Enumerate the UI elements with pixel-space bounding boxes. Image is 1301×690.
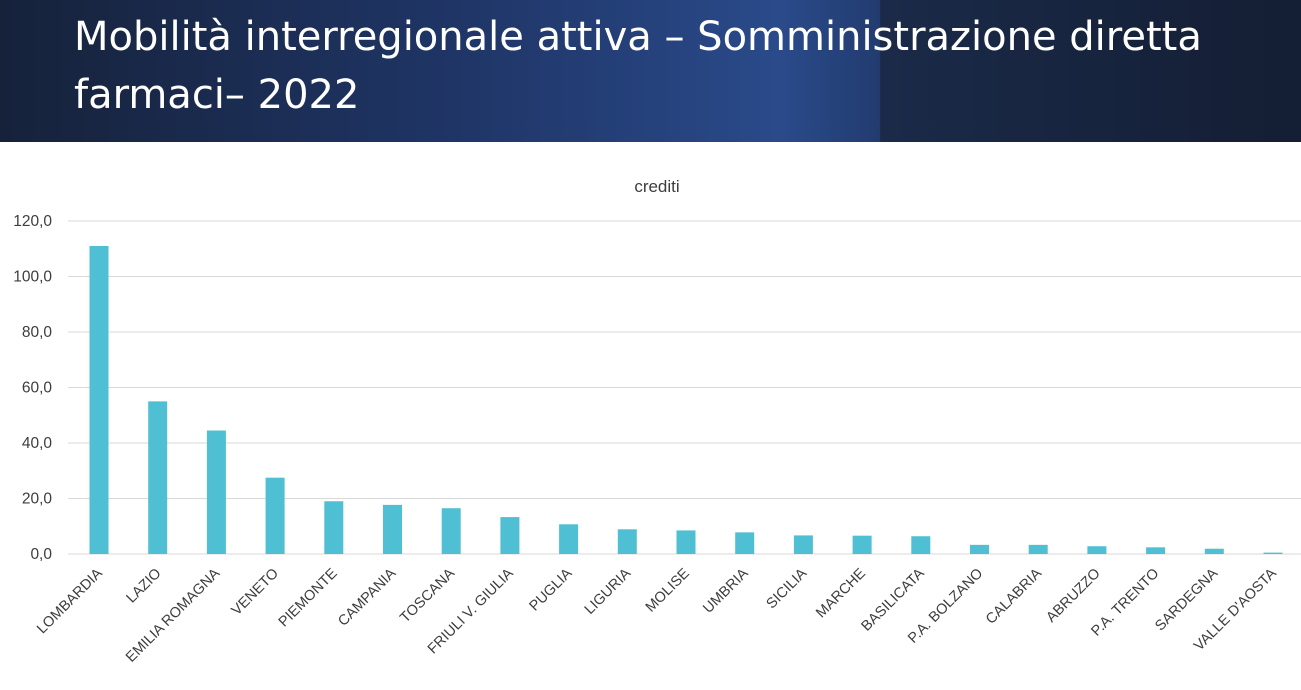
bar (1146, 547, 1166, 554)
bar (1028, 544, 1048, 554)
bar (735, 532, 755, 554)
x-tick-label: PIEMONTE (276, 565, 341, 630)
chart-title: crediti (634, 177, 679, 196)
bar (793, 535, 813, 554)
bars (89, 245, 1283, 554)
bar (617, 529, 637, 554)
y-tick-label: 120,0 (13, 213, 52, 230)
y-tick-label: 0,0 (30, 546, 52, 563)
bar (852, 535, 872, 554)
x-tick-label: SICILIA (764, 565, 811, 612)
bar (1263, 552, 1283, 554)
bar (89, 245, 109, 554)
y-tick-label: 20,0 (22, 491, 53, 508)
x-tick-label: TOSCANA (397, 565, 458, 626)
x-tick-label: VENETO (229, 566, 282, 619)
bar (970, 544, 989, 554)
x-tick-label: PUGLIA (527, 565, 576, 614)
title-banner: Mobilità interregionale attiva – Sommini… (0, 0, 1301, 142)
bar-chart: crediti 0,0 20,0 40,0 60,0 80,0 100,0 120,0 LO… (13, 177, 1301, 666)
y-tick-label: 80,0 (22, 324, 53, 341)
bar (1204, 548, 1224, 554)
x-tick-label: LAZIO (124, 566, 165, 607)
bar (383, 504, 402, 554)
x-tick-label: ABRUZZO (1043, 566, 1103, 626)
bar (500, 517, 520, 554)
y-axis: 0,0 20,0 40,0 60,0 80,0 100,0 120,0 (13, 213, 52, 563)
y-tick-label: 60,0 (22, 380, 53, 397)
x-tick-label: MOLISE (643, 565, 693, 615)
bar (148, 401, 168, 554)
bar (206, 430, 226, 554)
gridlines (68, 220, 1301, 555)
bar (1087, 546, 1107, 554)
y-tick-label: 40,0 (22, 435, 53, 452)
x-tick-label: LIGURIA (582, 565, 635, 618)
x-tick-label: LOMBARDIA (34, 565, 106, 637)
x-tick-label: CAMPANIA (335, 565, 399, 629)
bar (911, 536, 931, 554)
slide-title: Mobilità interregionale attiva – Sommini… (74, 14, 1202, 118)
x-tick-label: MARCHE (813, 565, 869, 621)
bar (441, 508, 461, 554)
bar (324, 501, 344, 554)
x-tick-label: UMBRIA (700, 565, 751, 616)
bar (676, 530, 696, 554)
bar (559, 524, 579, 554)
y-tick-label: 100,0 (13, 269, 52, 286)
bar (265, 477, 285, 554)
x-tick-label: CALABRIA (983, 565, 1045, 627)
